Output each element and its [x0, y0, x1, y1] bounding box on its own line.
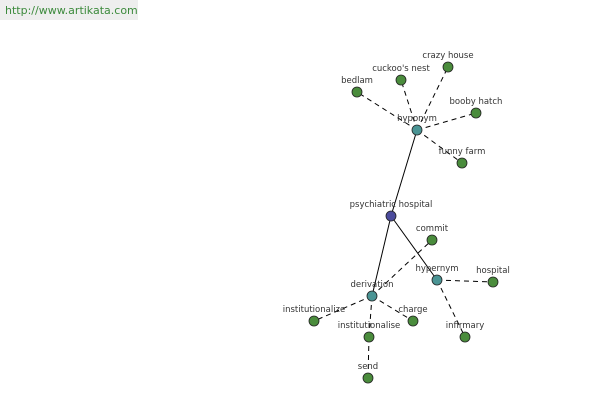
edge — [356, 91, 418, 131]
node — [442, 61, 454, 73]
node-label: institutionalise — [338, 321, 400, 331]
node-label: hyponym — [397, 114, 437, 124]
edge — [368, 295, 373, 338]
node — [411, 124, 423, 136]
node — [470, 107, 482, 119]
node — [363, 331, 375, 343]
edge — [367, 336, 370, 379]
node-label: hospital — [476, 266, 510, 276]
node-label: infirmary — [446, 321, 484, 331]
node-label: cuckoo's nest — [372, 64, 430, 74]
header: http://www.artikata.com — [0, 0, 138, 20]
node-label: funny farm — [439, 147, 486, 157]
node-label: commit — [416, 224, 449, 234]
node — [456, 157, 468, 169]
node — [395, 74, 407, 86]
edge — [436, 279, 494, 283]
node — [308, 315, 320, 327]
edge — [416, 112, 477, 131]
node — [459, 331, 471, 343]
node-label: hypernym — [415, 264, 458, 274]
edge — [416, 129, 463, 164]
node — [366, 290, 378, 302]
url[interactable]: http://www.artikata.com — [5, 4, 138, 17]
edge — [390, 215, 438, 281]
node — [351, 86, 363, 98]
node — [385, 210, 397, 222]
node-label: booby hatch — [450, 97, 503, 107]
node — [487, 276, 499, 288]
node-label: institutionalize — [283, 305, 346, 315]
edge — [390, 129, 418, 217]
edge — [313, 295, 373, 322]
edge — [436, 279, 466, 338]
node-label: crazy house — [422, 51, 473, 61]
edge — [416, 66, 449, 131]
edge — [371, 215, 392, 297]
node — [431, 274, 443, 286]
node — [426, 234, 438, 246]
node-label: send — [358, 362, 378, 372]
node-label: charge — [398, 305, 427, 315]
edge — [371, 295, 414, 322]
node — [362, 372, 374, 384]
node-label: derivation — [350, 280, 393, 290]
node-label: bedlam — [341, 76, 373, 86]
edge — [371, 239, 433, 297]
node — [407, 315, 419, 327]
node-label: psychiatric hospital — [350, 200, 433, 210]
